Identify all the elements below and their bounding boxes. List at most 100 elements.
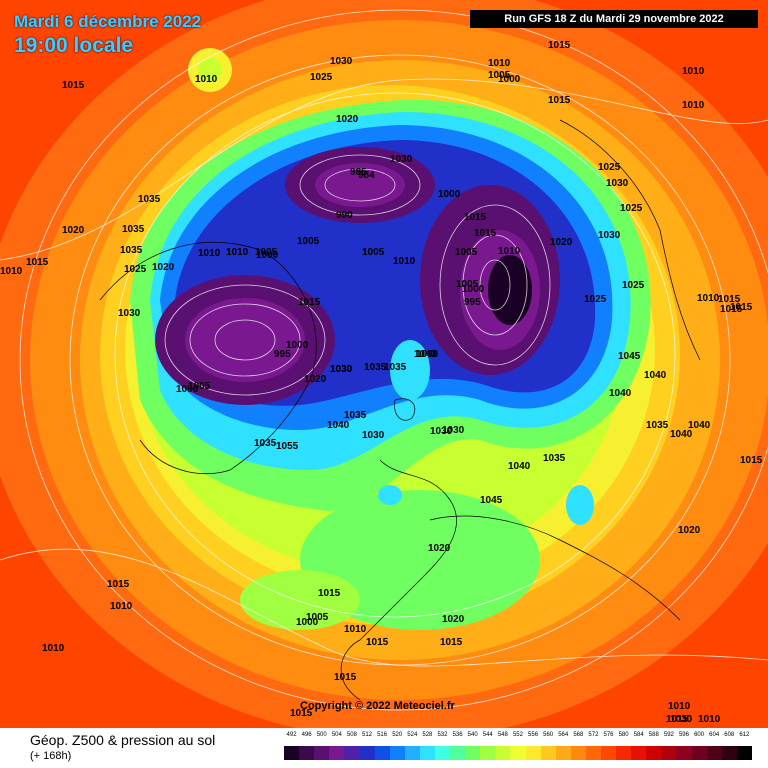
isobar-label: 1010 (488, 58, 511, 69)
isobar-label: 1015 (440, 637, 463, 648)
isobar-label: 1020 (550, 237, 573, 248)
isobar-label: 1010 (344, 624, 367, 635)
scale-swatch (314, 746, 330, 760)
scale-label: 492 (286, 732, 297, 738)
isobar-label: 1030 (442, 425, 465, 436)
isobar-label: 1000 (296, 617, 319, 628)
isobar-label: 1040 (508, 461, 531, 472)
model-run-banner: Run GFS 18 Z du Mardi 29 novembre 2022 (470, 10, 758, 28)
isobar-label: 1035 (543, 453, 566, 464)
isobar-label: 1015 (720, 304, 743, 315)
scale-label: 548 (497, 732, 508, 738)
scale-swatch (676, 746, 692, 760)
isobar-label: 1000 (286, 340, 309, 351)
scale-label: 540 (467, 732, 478, 738)
scale-swatch (631, 746, 647, 760)
isobar-label: 1010 (668, 701, 691, 712)
isobar-label: 1040 (609, 388, 632, 399)
isobar-label: 1025 (620, 203, 643, 214)
scale-label: 604 (709, 732, 720, 738)
scale-label: 576 (603, 732, 614, 738)
isobar-label: 1040 (670, 429, 693, 440)
isobar-label: 1005 (488, 70, 511, 81)
isobar-label: 1035 (646, 420, 669, 431)
isobar-label: 1010 (195, 74, 218, 85)
isobar-label: 1030 (330, 364, 353, 375)
scale-label: 500 (316, 732, 327, 738)
isobar-label: 1020 (678, 525, 701, 536)
isobar-label: 1000 (256, 250, 279, 261)
scale-swatch (299, 746, 315, 760)
scale-swatch (540, 746, 556, 760)
isobar-label: 1055 (276, 441, 299, 452)
isobar-label: 1015 (366, 637, 389, 648)
isobar-label: 1030 (330, 56, 353, 67)
scale-swatch (691, 746, 707, 760)
isobar-label: 1025 (310, 72, 333, 83)
copyright: Copyright © 2022 Meteociel.fr (300, 700, 455, 712)
scale-label: 520 (392, 732, 403, 738)
isobar-label: 1015 (548, 95, 571, 106)
isobar-label: 1035 (122, 224, 145, 235)
isobar-label: 1030 (430, 426, 453, 437)
isobar-label: 995 (274, 349, 291, 360)
legend-subtitle: (+ 168h) (30, 750, 72, 762)
isobar-label: 1035 (364, 362, 387, 373)
isobar-label: 1015 (666, 714, 689, 725)
isobar-label: 1010 (110, 601, 133, 612)
isobar-label: 1010 (498, 246, 521, 257)
isobar-label: 1005 (456, 279, 479, 290)
scale-swatch (480, 746, 496, 760)
isobar-label: 1000 (438, 189, 461, 200)
scale-label: 504 (331, 732, 342, 738)
isobar-label: 1035 (254, 438, 277, 449)
isobar-label: 995 (464, 297, 481, 308)
isobar-label: 1035 (120, 245, 143, 256)
isobar-label: 1015 (26, 257, 49, 268)
isobar-label: 1015 (464, 212, 487, 223)
isobar-label: 990 (336, 210, 353, 221)
scale-label: 508 (346, 732, 357, 738)
isobar-label: 1025 (584, 294, 607, 305)
isobar-label: 1010 (697, 293, 720, 304)
scale-label: 584 (633, 732, 644, 738)
scale-swatch (646, 746, 662, 760)
isobar-label: 1035 (384, 362, 407, 373)
isobar-label: 1040 (688, 420, 711, 431)
scale-swatch (450, 746, 466, 760)
scale-swatch (465, 746, 481, 760)
isobar-label: 1030 (390, 154, 413, 165)
isobar-label: 1025 (124, 264, 147, 275)
scale-swatch (389, 746, 405, 760)
isobar-label: 1015 (107, 579, 130, 590)
isobar-label: 1040 (644, 370, 667, 381)
isobar-label: 1030 (606, 178, 629, 189)
scale-label: 556 (528, 732, 539, 738)
isobar-label: 1000 (176, 384, 199, 395)
isobar-label: 1010 (393, 256, 416, 267)
scale-swatch (344, 746, 360, 760)
isobar-label: 1040 (414, 349, 437, 360)
legend-panel: Géop. Z500 & pression au sol (+ 168h) 49… (0, 728, 768, 768)
scale-label: 496 (301, 732, 312, 738)
scale-label: 572 (588, 732, 599, 738)
isobar-label: 1045 (618, 351, 641, 362)
scale-swatch (434, 746, 451, 760)
color-scale-bar (284, 746, 752, 760)
scale-swatch (616, 746, 632, 760)
isobar-label: 1005 (306, 612, 329, 623)
scale-swatch (570, 746, 586, 760)
isobar-label: 1030 (362, 430, 385, 441)
scale-swatch (525, 746, 541, 760)
isobar-label: 1035 (344, 410, 367, 421)
scale-label: 524 (407, 732, 418, 738)
scale-label: 596 (678, 732, 689, 738)
isobar-label: 984 (358, 170, 375, 181)
isobar-label: 1015 (318, 588, 341, 599)
scale-label: 516 (377, 732, 388, 738)
isobar-label: 1015 (290, 708, 313, 719)
scale-label: 552 (512, 732, 523, 738)
isobar-label: 1015 (730, 302, 753, 313)
scale-label: 532 (437, 732, 448, 738)
scale-swatch (419, 746, 435, 760)
